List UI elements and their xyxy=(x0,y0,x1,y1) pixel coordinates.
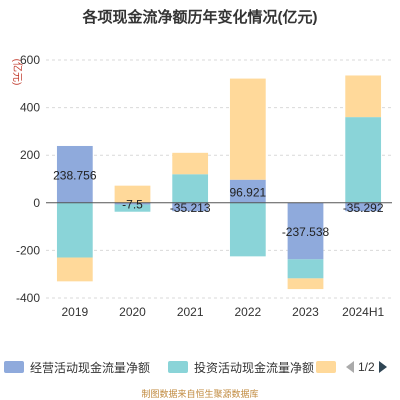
chart-title: 各项现金流净额历年变化情况(亿元) xyxy=(82,9,318,26)
y-tick-label: 200 xyxy=(20,148,40,162)
grid-layer xyxy=(46,59,392,299)
legend-item-operating[interactable]: 经营活动现金流量净额 xyxy=(4,356,150,378)
data-label: -35.292 xyxy=(343,201,384,215)
bar-s2-2019 xyxy=(56,257,93,282)
bar-s1-2023 xyxy=(287,259,324,279)
x-tick-label: 2020 xyxy=(119,305,146,319)
bar-s0-2023 xyxy=(287,202,324,260)
bar-s2-2023 xyxy=(287,278,324,290)
y-tick-label: -400 xyxy=(16,291,40,305)
legend: 经营活动现金流量净额 投资活动现金流量净额 1/2 xyxy=(0,356,400,378)
bar-s2-2022 xyxy=(229,78,266,180)
bar-s1-2019 xyxy=(56,202,93,258)
y-tick-label: -200 xyxy=(16,243,40,257)
y-axis-label: (亿元) xyxy=(11,59,24,86)
bar-s1-2021 xyxy=(172,174,209,203)
data-label: 96.921 xyxy=(229,185,266,199)
x-tick-label: 2024H1 xyxy=(342,305,384,319)
legend-swatch-investing xyxy=(168,361,188,373)
x-tick-label: 2021 xyxy=(177,305,204,319)
bars-layer xyxy=(56,75,382,290)
bar-s1-2020 xyxy=(114,204,151,212)
legend-item-financing[interactable] xyxy=(316,356,342,378)
legend-label-operating: 经营活动现金流量净额 xyxy=(30,360,151,375)
bar-s1-2022 xyxy=(229,202,266,257)
source-note: 制图数据来自恒生聚源数据库 xyxy=(141,389,259,399)
legend-page-indicator: 1/2 xyxy=(358,360,375,374)
bar-s2-2021 xyxy=(172,152,209,175)
legend-item-investing[interactable]: 投资活动现金流量净额 xyxy=(168,356,314,378)
x-tick-label: 2022 xyxy=(234,305,261,319)
bar-s1-2024H1 xyxy=(345,117,382,203)
x-tick-label: 2019 xyxy=(61,305,88,319)
bar-s0-2024H1 xyxy=(345,202,382,212)
bar-s0-2019 xyxy=(56,145,93,203)
x-tick-label: 2023 xyxy=(292,305,319,319)
axis-layer: 600 400 200 0 -200 -400 2019 2020 2021 2022 2023 20… xyxy=(16,53,392,319)
y-tick-label: 400 xyxy=(20,101,40,115)
bar-s0-2022 xyxy=(229,179,266,203)
bar-s2-2020 xyxy=(114,185,151,203)
legend-next-icon[interactable] xyxy=(378,361,387,373)
legend-prev-icon[interactable] xyxy=(346,361,354,373)
data-label: -237.538 xyxy=(282,225,330,239)
y-tick-label: 0 xyxy=(33,196,40,210)
legend-swatch-financing xyxy=(316,361,336,373)
data-label: 238.756 xyxy=(53,168,97,182)
data-label: -7.5 xyxy=(122,198,143,212)
bar-s2-2024H1 xyxy=(345,75,382,118)
data-label: -35.213 xyxy=(170,201,211,215)
bar-s0-2020 xyxy=(114,202,151,205)
legend-label-investing: 投资活动现金流量净额 xyxy=(194,360,315,375)
y-tick-label: 600 xyxy=(20,53,40,67)
bar-s0-2021 xyxy=(172,202,209,212)
label-layer: 238.756 -7.5 -35.213 96.921 -237.538 -35.292 xyxy=(53,168,384,239)
legend-pager: 1/2 xyxy=(346,356,387,378)
legend-swatch-operating xyxy=(4,361,24,373)
